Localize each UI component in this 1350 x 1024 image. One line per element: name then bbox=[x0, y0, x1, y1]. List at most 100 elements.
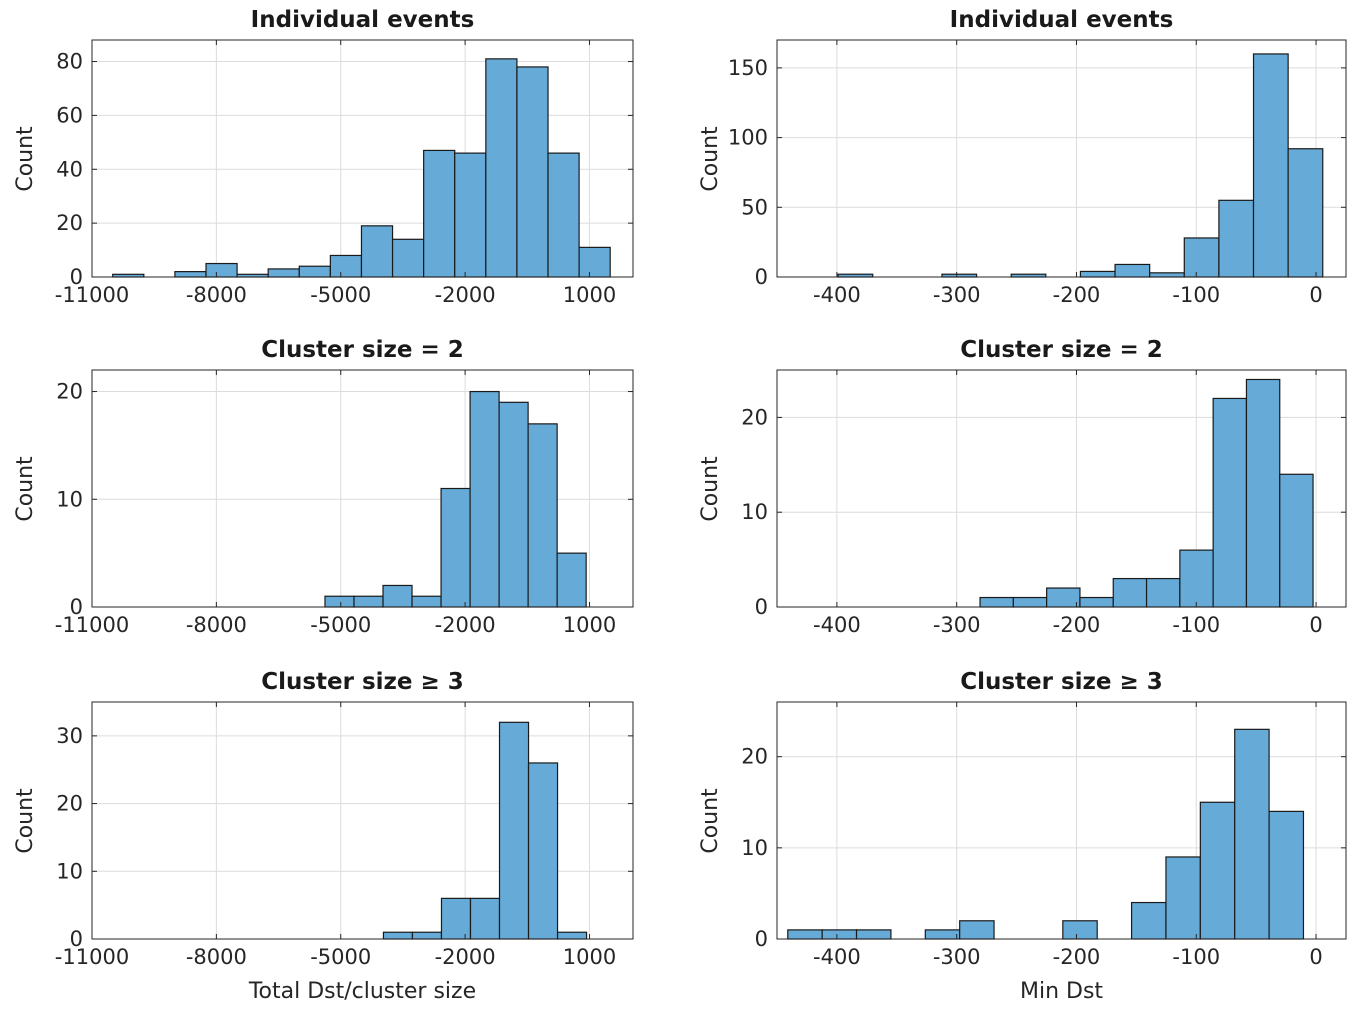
y-tick-label: 20 bbox=[56, 380, 83, 404]
histogram-bar bbox=[1046, 587, 1081, 608]
x-tick-label: 0 bbox=[1309, 283, 1322, 307]
y-tick-label: 150 bbox=[728, 56, 768, 80]
x-tick-label: -100 bbox=[1172, 945, 1220, 969]
tick-labels: -400 -300 -200 -100 0 0 50 100 150 bbox=[728, 56, 1323, 307]
plot-border bbox=[91, 39, 634, 278]
x-tick-label: -300 bbox=[933, 613, 981, 637]
histogram-bar bbox=[1145, 577, 1181, 608]
y-tick-label: 60 bbox=[56, 103, 83, 127]
subplot-individual-events-min-dst: Individual events Count -400 -300 -200 -100… bbox=[675, 0, 1350, 340]
subplot-cluster-2-total-dst: Cluster size = 2 Count -11000 -8000 -5000-… bbox=[0, 337, 675, 682]
histogram-bar bbox=[205, 262, 238, 278]
histogram-bar bbox=[527, 423, 558, 608]
histogram-plot: -400 -300 -200 -100 0 0 10 20 bbox=[741, 701, 1347, 970]
histogram-bar bbox=[821, 929, 858, 940]
subplot-cluster-ge3-min-dst: Cluster size ≥ 3 Count Min Dst -400 -300-… bbox=[675, 669, 1350, 1024]
y-tick-label: 50 bbox=[741, 195, 768, 219]
y-tick-label: 20 bbox=[56, 211, 83, 235]
bars bbox=[112, 58, 611, 278]
histogram-bar bbox=[440, 487, 471, 608]
subplot-cluster-ge3-total-dst: Cluster size ≥ 3 Count Total Dst/cluster… bbox=[0, 669, 675, 1024]
x-axis-label: Total Dst/cluster size bbox=[248, 979, 477, 1004]
x-tick-label: -200 bbox=[1053, 283, 1101, 307]
plot-border bbox=[91, 369, 634, 608]
bars bbox=[837, 53, 1324, 278]
histogram-bar bbox=[1112, 577, 1148, 608]
histogram-bar bbox=[556, 552, 587, 608]
histogram-bar bbox=[411, 595, 442, 608]
histogram-bar bbox=[411, 931, 443, 940]
x-tick-label: -400 bbox=[813, 283, 861, 307]
histogram-bar bbox=[391, 238, 425, 278]
x-tick-label: 1000 bbox=[563, 283, 616, 307]
histogram-bar bbox=[1252, 53, 1289, 278]
x-tick-label: -400 bbox=[813, 945, 861, 969]
x-tick-label: -8000 bbox=[186, 945, 247, 969]
y-tick-label: 0 bbox=[70, 927, 83, 951]
histogram-bar bbox=[516, 66, 549, 278]
histogram-bar bbox=[1234, 728, 1270, 940]
x-tick-label: 1000 bbox=[563, 945, 616, 969]
x-axis-label: Min Dst bbox=[1019, 979, 1104, 1004]
histogram-bar bbox=[959, 920, 995, 940]
y-tick-label: 80 bbox=[56, 50, 83, 74]
histogram-bar bbox=[498, 721, 530, 940]
histogram-bar bbox=[855, 929, 892, 940]
histogram-bar bbox=[1245, 378, 1281, 608]
x-tick-label: -2000 bbox=[435, 283, 496, 307]
histogram-plot: -11000 -8000 -5000 -2000 1000 0 20 40 60 80 bbox=[55, 39, 634, 307]
tick-marks bbox=[91, 370, 633, 608]
x-tick-label: -11000 bbox=[55, 945, 129, 969]
x-tick-label: -8000 bbox=[186, 283, 247, 307]
x-tick-label: -100 bbox=[1172, 283, 1220, 307]
histogram-bar bbox=[924, 929, 961, 940]
x-tick-label: -300 bbox=[933, 945, 981, 969]
tick-marks bbox=[91, 702, 633, 940]
plot-border bbox=[91, 701, 634, 940]
subplot-cluster-2-min-dst: Cluster size = 2 Count -400 -300 -200 -100 0… bbox=[675, 337, 1350, 682]
bars bbox=[787, 728, 1305, 940]
histogram-bar bbox=[382, 584, 413, 608]
histogram-bar bbox=[324, 595, 355, 608]
y-tick-label: 0 bbox=[70, 265, 83, 289]
histogram-plot: -11000 -8000 -5000 -2000 1000 0 10 20 bbox=[55, 369, 634, 637]
x-tick-label: -5000 bbox=[310, 613, 371, 637]
x-tick-label: -5000 bbox=[310, 283, 371, 307]
axis-frame bbox=[91, 39, 634, 278]
tick-labels: -400 -300 -200 -100 0 0 10 20 bbox=[741, 745, 1322, 970]
x-tick-label: -8000 bbox=[186, 613, 247, 637]
bars bbox=[324, 390, 587, 608]
histogram-bar bbox=[527, 762, 559, 940]
histogram-bar bbox=[1165, 856, 1201, 940]
y-tick-label: 100 bbox=[728, 126, 768, 150]
histogram-bar bbox=[498, 401, 529, 608]
histogram-bar bbox=[556, 931, 588, 940]
bars bbox=[382, 721, 588, 940]
x-tick-label: -200 bbox=[1053, 613, 1101, 637]
y-tick-label: 0 bbox=[755, 927, 768, 951]
y-tick-label: 30 bbox=[56, 724, 83, 748]
histogram-bar bbox=[578, 246, 611, 278]
subplot-title: Cluster size = 2 bbox=[261, 337, 464, 363]
x-tick-label: -5000 bbox=[310, 945, 371, 969]
y-tick-label: 20 bbox=[741, 405, 768, 429]
tick-marks bbox=[777, 40, 1346, 278]
histogram-bar bbox=[1079, 270, 1116, 278]
bars bbox=[979, 378, 1314, 608]
y-tick-label: 10 bbox=[56, 487, 83, 511]
x-tick-label: 0 bbox=[1309, 613, 1322, 637]
y-tick-label: 20 bbox=[56, 792, 83, 816]
histogram-bar bbox=[1183, 237, 1220, 278]
tick-labels: -11000 -8000 -5000 -2000 1000 0 10 20 30 bbox=[55, 724, 616, 969]
histogram-bar bbox=[485, 58, 518, 278]
histogram-bar bbox=[298, 265, 331, 278]
axis-frame bbox=[91, 369, 634, 608]
histogram-bar bbox=[1079, 596, 1114, 608]
histogram-bar bbox=[547, 152, 580, 278]
histogram-bar bbox=[1287, 148, 1324, 278]
axis-frame bbox=[776, 369, 1347, 608]
histogram-plot: -11000 -8000 -5000 -2000 1000 0 10 20 30 bbox=[55, 701, 634, 969]
y-tick-label: 10 bbox=[56, 859, 83, 883]
axis-frame bbox=[776, 39, 1347, 278]
tick-marks bbox=[91, 40, 633, 278]
